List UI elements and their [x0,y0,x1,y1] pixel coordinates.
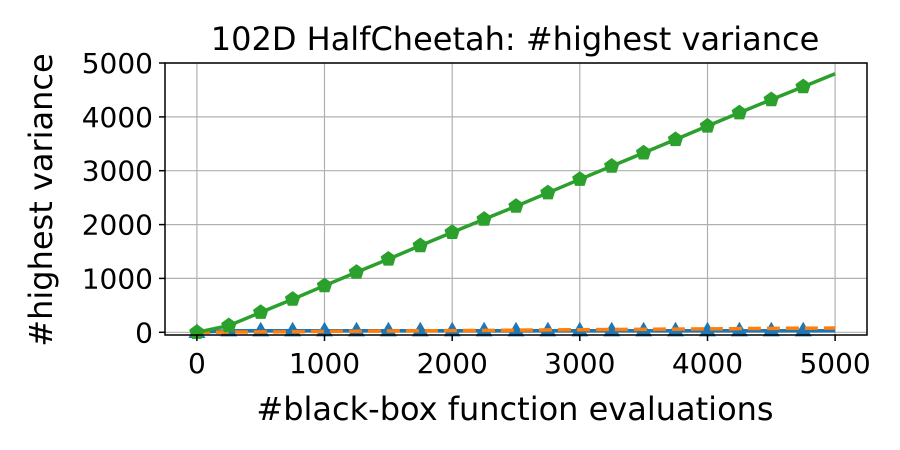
pentagon-marker [508,198,524,213]
pentagon-marker [221,317,237,333]
pentagon-marker [795,78,811,94]
pentagon-marker [540,184,556,200]
pentagon-marker [284,291,301,306]
x-tick-label: 2000 [417,347,488,380]
series-line [196,326,836,335]
axis-ticks: 0 1000 2000 3000 4000 5000 0 1000 2000 3000 4000 50… [82,47,871,380]
series-0 [189,72,836,339]
pentagon-marker [476,211,492,226]
pentagon-marker [444,224,460,239]
x-tick-label: 1000 [289,347,360,380]
y-tick-label: 5000 [82,47,153,80]
pentagon-marker [635,144,652,160]
pentagon-marker [253,304,269,319]
series-layer [188,72,836,339]
pentagon-marker [763,91,779,107]
pentagon-marker [572,171,588,186]
series-1 [196,326,836,335]
pentagon-marker [412,237,428,253]
y-tick-label: 2000 [82,209,153,242]
x-tick-label: 3000 [544,347,615,380]
pentagon-marker [316,277,333,293]
pentagon-marker [604,157,620,173]
chart-title: 102D HalfCheetah: #highest variance [211,20,820,58]
pentagon-marker [348,264,365,279]
y-tick-label: 1000 [82,262,153,295]
pentagon-marker [667,131,684,147]
x-tick-label: 5000 [799,347,870,380]
x-axis-label: #black-box function evaluations [256,390,773,428]
plot-area-frame [164,62,868,336]
y-axis-label: #highest variance [22,53,60,346]
y-tick-label: 3000 [82,155,153,188]
pentagon-marker [380,250,397,266]
x-tick-label: 0 [188,347,206,380]
pentagon-marker [699,117,716,133]
pentagon-marker [731,104,748,120]
y-tick-label: 4000 [82,101,153,134]
y-tick-label: 0 [135,316,153,349]
x-tick-label: 4000 [672,347,743,380]
